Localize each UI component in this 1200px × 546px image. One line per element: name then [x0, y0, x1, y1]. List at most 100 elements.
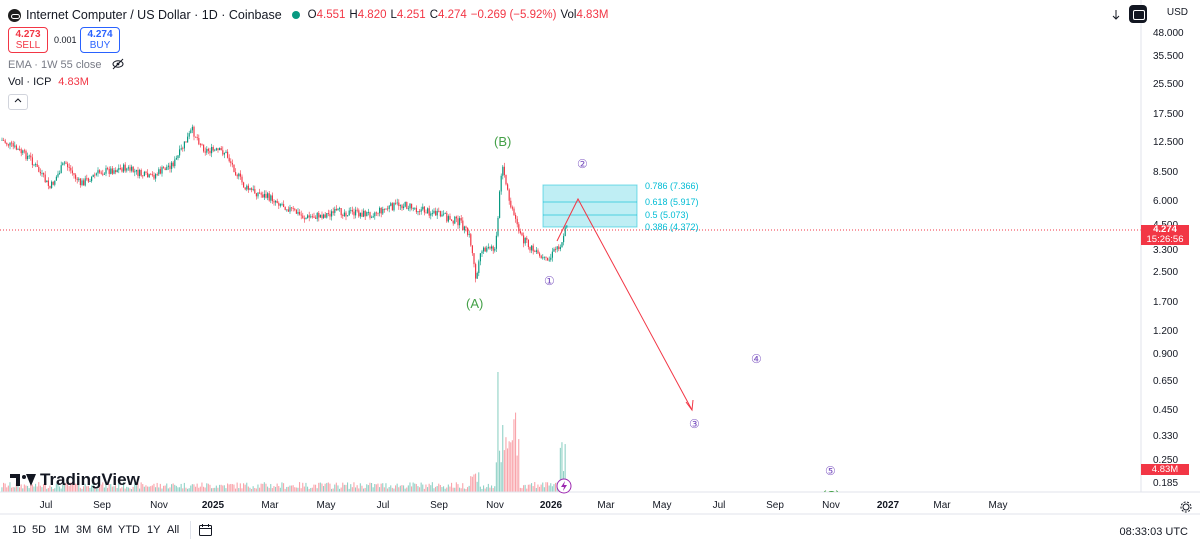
wave-label-3[interactable]: ③: [689, 417, 700, 431]
candle-body: [243, 182, 245, 188]
projection-path[interactable]: [556, 197, 693, 411]
volume-bar: [468, 485, 470, 492]
candle-body: [524, 237, 526, 244]
market-status-dot[interactable]: [291, 11, 300, 19]
volume-bar: [83, 486, 85, 492]
wave-label-A[interactable]: (A): [466, 296, 484, 311]
candle-body: [198, 138, 200, 145]
volume-bar: [436, 486, 438, 492]
volume-indicator-legend[interactable]: Vol · ICP 4.83M: [8, 76, 89, 88]
candle-body: [390, 203, 392, 206]
volume-bar: [409, 482, 411, 492]
close-value: 4.274: [438, 9, 467, 21]
volume-bar: [372, 487, 374, 492]
candle-body: [59, 173, 61, 174]
volume-bar: [419, 487, 421, 492]
volume-bar: [159, 483, 161, 492]
collapse-legend-button[interactable]: [8, 94, 28, 110]
time-tick: Nov: [822, 500, 840, 511]
ema-indicator-legend[interactable]: EMA · 1W 55 close: [8, 58, 125, 71]
volume-bar: [479, 486, 481, 492]
buy-button[interactable]: 4.274 BUY: [80, 27, 120, 53]
volume-bar: [537, 484, 539, 492]
candle-body: [71, 170, 73, 174]
timeframe-button-ytd[interactable]: YTD: [118, 524, 140, 536]
candle-body: [92, 174, 94, 177]
symbol-title[interactable]: Internet Computer / US Dollar · 1D · Coi…: [26, 8, 282, 22]
candle-body: [489, 247, 491, 249]
sell-button[interactable]: 4.273 SELL: [8, 27, 48, 53]
volume-bar: [17, 482, 19, 492]
candle-body: [297, 211, 299, 214]
volume-bar: [86, 486, 88, 492]
volume-bar: [140, 482, 142, 492]
calendar-range-icon[interactable]: [198, 523, 214, 537]
wave-label-4[interactable]: ④: [751, 352, 762, 366]
candle-body: [420, 209, 422, 212]
timeframe-button-1d[interactable]: 1D: [12, 524, 27, 536]
volume-bar: [33, 486, 35, 492]
candle-body: [497, 217, 499, 236]
wave-label-C[interactable]: (C): [822, 488, 840, 492]
volume-bar: [494, 486, 496, 492]
candle-body: [526, 237, 528, 240]
timeframe-button-3m[interactable]: 3M: [76, 524, 92, 536]
time-tick: Sep: [93, 500, 111, 511]
arrow-down-icon[interactable]: [1110, 8, 1122, 22]
volume-bar: [65, 482, 67, 492]
volume-bar: [131, 488, 133, 492]
candle-body: [491, 246, 493, 249]
volume-bar: [243, 483, 245, 492]
volume-bar: [255, 488, 257, 492]
volume-bar: [163, 485, 165, 492]
fib-retracement-box[interactable]: [542, 184, 638, 228]
candle-body: [257, 192, 259, 197]
timeframe-button-1y[interactable]: 1Y: [147, 524, 161, 536]
timeframe-button-6m[interactable]: 6M: [97, 524, 113, 536]
candle-body: [340, 208, 342, 216]
volume-bar: [491, 485, 493, 492]
volume-bars: [1, 372, 568, 492]
volume-bar: [417, 486, 419, 492]
price-tick: 1.200: [1153, 326, 1179, 337]
candle-body: [326, 213, 328, 218]
screenshot-button[interactable]: [1129, 5, 1147, 23]
timeframe-button-1m[interactable]: 1M: [54, 524, 70, 536]
volume-bar: [35, 483, 37, 492]
candle-body: [518, 224, 520, 232]
candle-body: [444, 213, 446, 214]
volume-bar: [531, 483, 533, 492]
candle-body: [150, 174, 152, 176]
time-tick: Mar: [597, 500, 615, 511]
candle-body: [523, 235, 525, 244]
candle-body: [155, 174, 157, 179]
candle-body: [553, 249, 555, 252]
settings-gear-icon[interactable]: [1180, 501, 1192, 513]
volume-bar: [403, 485, 405, 492]
candle-body: [310, 216, 312, 218]
volume-bar: [555, 482, 557, 492]
volume-bar: [126, 486, 128, 492]
candle-body: [540, 255, 542, 259]
wave-label-2[interactable]: ②: [577, 157, 588, 171]
timeframe-button-5d[interactable]: 5D: [32, 524, 47, 536]
volume-bar: [377, 483, 379, 492]
last-volume-label: 4.83M: [1141, 464, 1189, 475]
price-tick: 0.250: [1153, 455, 1179, 466]
volume-bar: [195, 486, 197, 492]
volume-bar: [124, 488, 126, 492]
timeframe-button-all[interactable]: All: [167, 524, 180, 536]
candle-body: [43, 173, 45, 175]
wave-label-1[interactable]: ①: [544, 274, 555, 288]
utc-clock[interactable]: 08:33:03 UTC: [1119, 526, 1188, 538]
volume-bar: [415, 483, 417, 492]
wave-label-B[interactable]: (B): [494, 134, 512, 149]
candle-body: [412, 208, 414, 209]
currency-selector[interactable]: USD: [1166, 7, 1188, 18]
eye-hidden-icon[interactable]: [111, 58, 125, 70]
volume-bar: [132, 486, 134, 492]
wave-label-5[interactable]: ⑤: [825, 464, 836, 478]
tradingview-logo[interactable]: TradingView: [10, 470, 140, 490]
volume-bar: [235, 488, 237, 492]
